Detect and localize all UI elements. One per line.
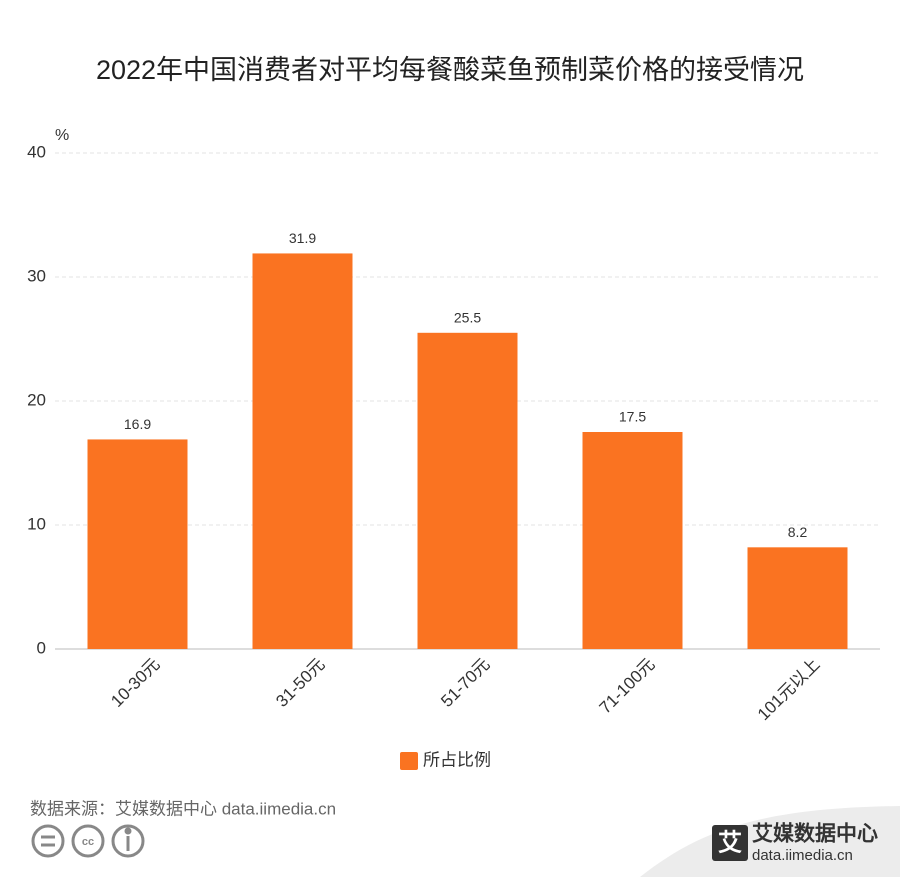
legend-swatch (400, 752, 418, 770)
y-tick-label: 10 (27, 514, 46, 533)
data-label: 16.9 (124, 416, 151, 432)
y-tick-label: 30 (27, 266, 46, 285)
logo-mark (712, 825, 748, 861)
x-tick-label: 101元以上 (754, 655, 824, 725)
logo-background (640, 806, 900, 877)
legend-label: 所占比例 (423, 750, 491, 769)
source-note: 数据来源：艾媒数据中心 data.iimedia.cn (30, 799, 336, 818)
bar (87, 439, 188, 649)
y-tick-label: 0 (37, 638, 46, 657)
y-axis-unit: % (55, 127, 69, 144)
chart-title: 2022年中国消费者对平均每餐酸菜鱼预制菜价格的接受情况 (96, 55, 804, 85)
bar (252, 253, 353, 649)
logo-icon: 艾 (718, 829, 742, 856)
data-label: 25.5 (454, 310, 481, 326)
bar (582, 432, 683, 649)
bar (747, 547, 848, 649)
logo-url: data.iimedia.cn (752, 847, 853, 864)
y-tick-label: 40 (27, 142, 46, 161)
bar (417, 332, 518, 649)
y-tick-label: 20 (27, 390, 46, 409)
data-label: 17.5 (619, 409, 646, 425)
logo-name: 艾媒数据中心 (752, 822, 878, 846)
x-tick-label: 51-70元 (437, 655, 493, 711)
license-icons: cc (31, 824, 145, 858)
x-tick-label: 10-30元 (107, 655, 163, 711)
svg-text:cc: cc (82, 836, 94, 848)
x-tick-label: 71-100元 (596, 655, 659, 718)
x-tick-label: 31-50元 (272, 655, 328, 711)
data-label: 8.2 (788, 524, 808, 540)
data-label: 31.9 (289, 230, 316, 246)
